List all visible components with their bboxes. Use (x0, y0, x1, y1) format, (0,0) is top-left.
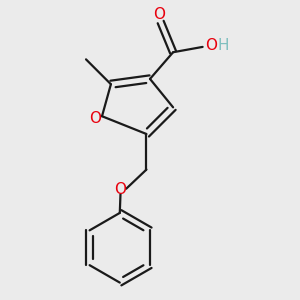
Text: H: H (218, 38, 229, 53)
Text: O: O (206, 38, 218, 53)
Text: O: O (153, 7, 165, 22)
Text: O: O (114, 182, 126, 197)
Text: O: O (90, 110, 102, 125)
